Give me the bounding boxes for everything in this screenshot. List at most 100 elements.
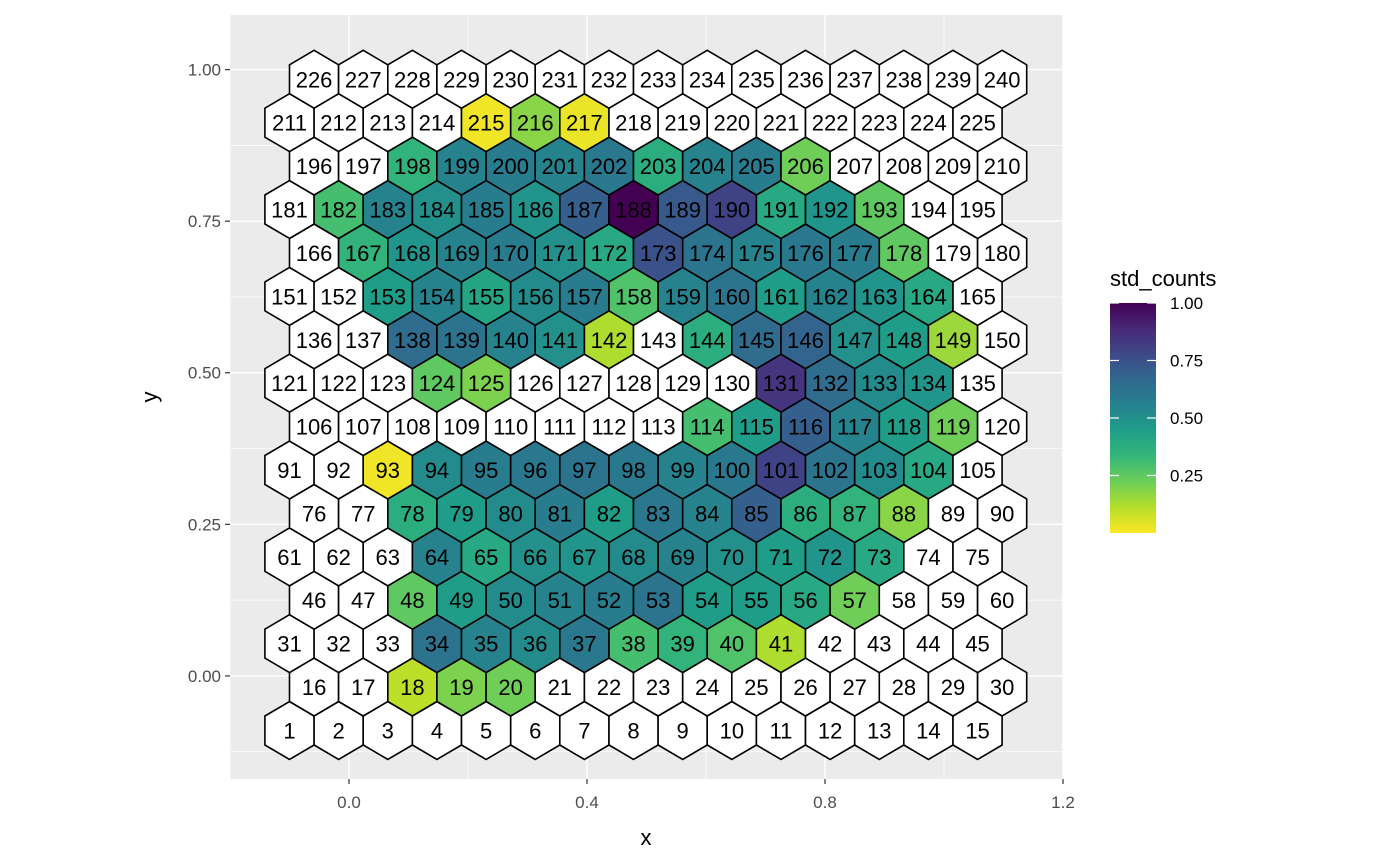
hex-cell-label: 106 (296, 415, 333, 440)
hex-cell-label: 161 (763, 284, 800, 309)
hex-cell-label: 240 (984, 67, 1021, 92)
hex-cell-label: 87 (842, 501, 866, 526)
hex-cell-label: 184 (419, 198, 456, 223)
hex-cell-label: 80 (498, 501, 522, 526)
hex-cell-label: 216 (517, 111, 554, 136)
hex-cell-label: 166 (296, 241, 333, 266)
hex-cell-label: 219 (664, 111, 701, 136)
legend-tick-label: 0.25 (1170, 467, 1203, 486)
hex-cell-label: 92 (326, 458, 350, 483)
hex-cell-label: 13 (867, 718, 891, 743)
hex-cell-label: 53 (646, 588, 670, 613)
hex-cell-label: 167 (345, 241, 382, 266)
hex-cell-label: 126 (517, 371, 554, 396)
hex-cell-label: 198 (394, 154, 431, 179)
hex-cell-label: 220 (713, 111, 750, 136)
hex-cell-label: 43 (867, 632, 891, 657)
hex-cell-label: 18 (400, 675, 424, 700)
hex-cell-label: 178 (885, 241, 922, 266)
x-tick-label: 0.8 (813, 793, 837, 812)
hex-cell-label: 67 (572, 545, 596, 570)
hex-cell-label: 113 (641, 415, 676, 440)
hex-cell-label: 128 (615, 371, 652, 396)
hex-cell-label: 47 (351, 588, 375, 613)
hex-cell-label: 31 (277, 632, 301, 657)
hex-cell-label: 129 (664, 371, 701, 396)
hex-cell-label: 95 (474, 458, 498, 483)
hex-cell-label: 77 (351, 501, 375, 526)
hex-cell-label: 171 (541, 241, 578, 266)
hex-cell-label: 125 (468, 371, 505, 396)
hex-cell-label: 73 (867, 545, 891, 570)
hex-cell-label: 163 (861, 284, 898, 309)
hex-cell-label: 9 (677, 718, 689, 743)
hex-cell-label: 190 (713, 198, 750, 223)
hex-cell-label: 25 (744, 675, 768, 700)
hex-cell-label: 155 (468, 284, 505, 309)
hex-cell-label: 203 (640, 154, 677, 179)
hex-cell-label: 90 (990, 501, 1014, 526)
hex-cell-label: 57 (842, 588, 866, 613)
hex-cell-label: 46 (302, 588, 326, 613)
hex-cell-label: 88 (892, 501, 916, 526)
hex-cell-label: 208 (885, 154, 922, 179)
hex-cell-label: 42 (818, 632, 842, 657)
hex-cell-label: 1 (283, 718, 295, 743)
x-axis: 0.0 0.4 0.8 1.2 (337, 779, 1075, 812)
hex-cell-label: 239 (935, 67, 972, 92)
hex-cell-label: 23 (646, 675, 670, 700)
hex-cell-label: 52 (597, 588, 621, 613)
x-tick-label: 1.2 (1051, 793, 1075, 812)
hex-cell-label: 5 (480, 718, 492, 743)
hex-cell-label: 140 (492, 328, 529, 353)
hex-cell-label: 154 (419, 284, 456, 309)
hex-cell-label: 137 (345, 328, 382, 353)
hex-cell-label: 228 (394, 67, 431, 92)
hex-cell-label: 234 (689, 67, 726, 92)
hex-cell-label: 78 (400, 501, 424, 526)
hex-cell-label: 94 (425, 458, 449, 483)
hex-cell-label: 36 (523, 632, 547, 657)
hex-cell-label: 197 (345, 154, 382, 179)
y-axis: 0.00 0.25 0.50 0.75 1.00 (188, 61, 230, 686)
hex-cell-label: 49 (449, 588, 473, 613)
hex-cell-label: 124 (419, 371, 456, 396)
hex-cell-label: 121 (271, 371, 308, 396)
hex-cell-label: 60 (990, 588, 1014, 613)
hex-cell-label: 122 (320, 371, 357, 396)
hex-cell-label: 59 (941, 588, 965, 613)
legend-ticks: 0.25 0.50 0.75 1.00 (1110, 294, 1203, 486)
hex-cell-label: 204 (689, 154, 726, 179)
hex-cell-label: 182 (320, 198, 357, 223)
hex-cell-label: 152 (320, 284, 357, 309)
hex-cell-label: 138 (394, 328, 431, 353)
hex-cell-label: 205 (738, 154, 775, 179)
hex-cell-label: 207 (836, 154, 873, 179)
hex-cell-label: 139 (443, 328, 480, 353)
y-tick-label: 0.25 (188, 515, 221, 534)
hex-cell-label: 209 (935, 154, 972, 179)
hex-cell-label: 100 (713, 458, 750, 483)
hex-cell-label: 6 (529, 718, 541, 743)
hex-cell-label: 7 (578, 718, 590, 743)
hex-cell-label: 37 (572, 632, 596, 657)
hex-cell-label: 233 (640, 67, 677, 92)
hex-cell-label: 120 (984, 415, 1021, 440)
hex-cell-label: 223 (861, 111, 898, 136)
hex-cell-label: 206 (787, 154, 824, 179)
hex-cell-label: 115 (739, 415, 774, 440)
hex-cell-label: 91 (277, 458, 301, 483)
hex-cell-label: 110 (493, 415, 528, 440)
hex-cell-label: 14 (916, 718, 940, 743)
hex-cell-label: 28 (892, 675, 916, 700)
hex-cell-label: 160 (713, 284, 750, 309)
hex-cell-label: 136 (296, 328, 333, 353)
hex-cell-label: 12 (818, 718, 842, 743)
hex-cell-label: 40 (720, 632, 744, 657)
hex-cell-label: 145 (738, 328, 775, 353)
hex-cell-label: 175 (738, 241, 775, 266)
hex-cell-label: 173 (640, 241, 677, 266)
hex-cell-label: 222 (812, 111, 849, 136)
hex-cell-label: 170 (492, 241, 529, 266)
hex-cell-label: 68 (621, 545, 645, 570)
